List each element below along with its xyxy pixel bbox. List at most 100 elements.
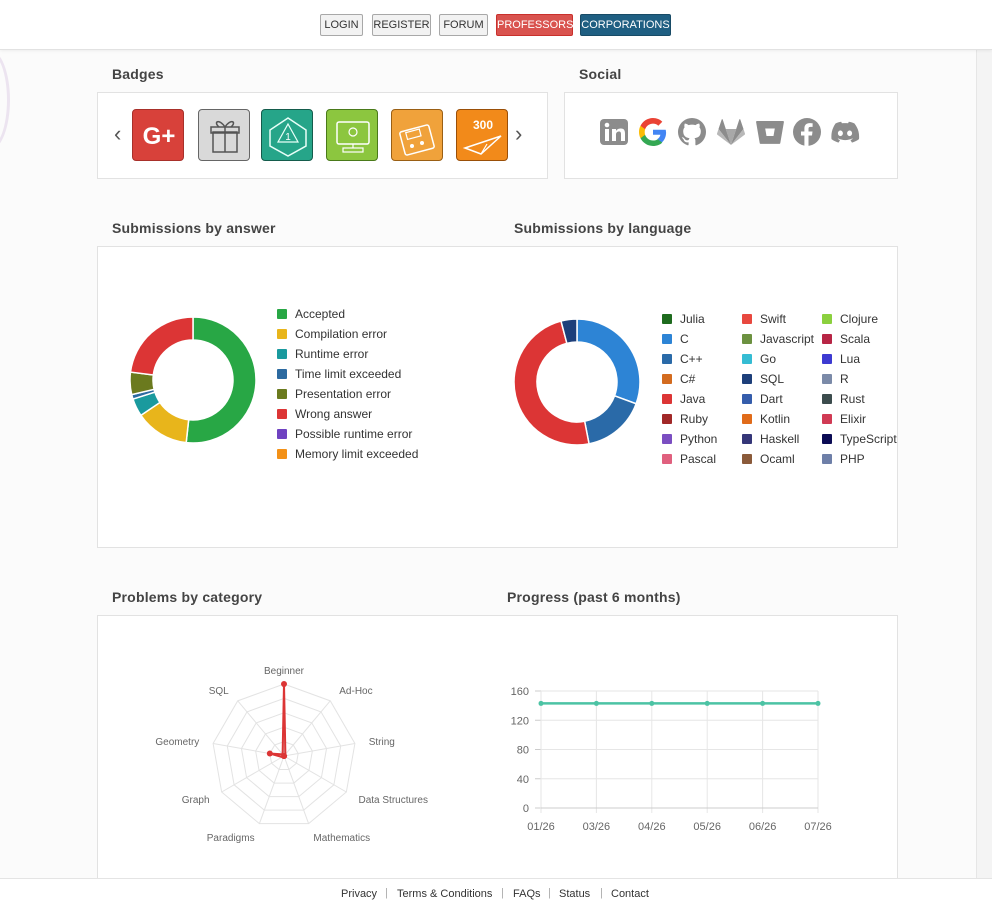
top-navbar: LOGIN REGISTER FORUM PROFESSORS CORPORAT… [0, 0, 992, 50]
radar-grid-ring [212, 683, 356, 825]
legend-swatch [662, 354, 672, 364]
dice-badge[interactable]: 1 [261, 109, 313, 161]
footer-terms-link[interactable]: Terms & Conditions [397, 888, 493, 900]
categories-radar-chart: Beginner Ad-Hoc String Data Structures Mathe… [155, 666, 428, 844]
progress-data-point[interactable] [760, 700, 766, 706]
languages-slice[interactable] [576, 318, 641, 405]
scrollbar-track[interactable] [976, 50, 992, 878]
professors-button[interactable]: PROFESSORS [496, 14, 573, 36]
legend-swatch [277, 389, 287, 399]
radar-data-point[interactable] [281, 681, 287, 687]
radar-axis [221, 755, 285, 793]
bottom-card: Beginner Ad-Hoc String Data Structures Mathe… [97, 615, 898, 878]
floppy-badge[interactable] [391, 109, 443, 161]
legend-swatch [822, 434, 832, 444]
legend-label: Time limit exceeded [295, 367, 402, 381]
legend-swatch [822, 454, 832, 464]
footer-faqs-link[interactable]: FAQs [513, 888, 541, 900]
legend-swatch [742, 374, 752, 384]
legend-label: Lua [840, 352, 861, 366]
legend-label: Rust [840, 392, 865, 406]
progress-data-point[interactable] [538, 700, 544, 706]
languages-slice[interactable] [583, 394, 638, 445]
facebook-icon[interactable] [792, 117, 822, 147]
radar-axis [283, 743, 355, 757]
legend-label: C# [680, 372, 696, 386]
x-tick-label: 05/26 [693, 821, 721, 833]
badge-0-text: G+ [143, 123, 176, 150]
legend-swatch [822, 314, 832, 324]
legend-swatch [822, 334, 832, 344]
register-button[interactable]: REGISTER [372, 14, 431, 36]
radar-axis [258, 755, 285, 824]
footer-privacy-link[interactable]: Privacy [341, 888, 378, 900]
forum-button[interactable]: FORUM [439, 14, 488, 36]
radar-axis-label: Geometry [155, 737, 199, 748]
languages-legend: Julia C C++ C# Java Ruby Python Pascal Swift Java… [662, 312, 897, 482]
legend-swatch [662, 414, 672, 424]
discord-icon[interactable] [830, 117, 860, 147]
gift-badge[interactable] [198, 109, 250, 161]
legend-label: TypeScript [840, 432, 897, 446]
legend-swatch [662, 394, 672, 404]
footer-separator: | [385, 887, 388, 899]
legend-label: Wrong answer [295, 407, 373, 421]
radar-grid-ring [255, 726, 313, 784]
github-icon[interactable] [677, 117, 707, 147]
answers-legend: Accepted Compilation error Runtime error Ti… [277, 307, 457, 477]
progress-data-point[interactable] [704, 700, 710, 706]
legend-swatch [662, 434, 672, 444]
legend-label: Runtime error [295, 347, 369, 361]
y-tick-label: 80 [517, 745, 529, 757]
legend-label: Javascript [760, 332, 815, 346]
legend-label: SQL [760, 372, 785, 386]
login-button[interactable]: LOGIN [320, 14, 363, 36]
radar-axis-label: Beginner [264, 666, 305, 677]
legend-label: Clojure [840, 312, 879, 326]
badge-5-text: 300 [473, 118, 493, 132]
footer-contact-link[interactable]: Contact [611, 888, 649, 900]
languages-donut-chart [513, 318, 641, 446]
legend-swatch [822, 354, 832, 364]
legend-swatch [277, 309, 287, 319]
legend-label: Kotlin [760, 412, 791, 426]
badges-prev-arrow[interactable]: ‹ [114, 121, 122, 146]
paper-plane-badge[interactable]: 300 [456, 109, 508, 161]
answers-slice[interactable] [185, 316, 257, 444]
legend-swatch [277, 429, 287, 439]
gitlab-icon[interactable] [716, 117, 746, 147]
progress-data-point[interactable] [649, 700, 655, 706]
legend-swatch [662, 334, 672, 344]
x-tick-label: 04/26 [638, 821, 666, 833]
footer-status-link[interactable]: Status [559, 888, 591, 900]
linkedin-icon[interactable] [599, 117, 629, 147]
progress-data-point[interactable] [815, 700, 821, 706]
progress-data-point[interactable] [593, 700, 599, 706]
languages-slice[interactable] [560, 318, 578, 345]
legend-label: Compilation error [295, 327, 388, 341]
radar-data-point[interactable] [266, 750, 273, 757]
google-plus-badge[interactable]: G+ [132, 109, 184, 161]
legend-label: Presentation error [295, 387, 392, 401]
corporations-button[interactable]: CORPORATIONS [580, 14, 671, 36]
social-title: Social [579, 66, 622, 82]
radar-axis-label: SQL [209, 686, 229, 697]
legend-swatch [277, 329, 287, 339]
legend-swatch [822, 414, 832, 424]
legend-swatch [277, 449, 287, 459]
legend-label: Ocaml [760, 452, 795, 466]
languages-slice[interactable] [513, 320, 590, 446]
x-tick-label: 01/26 [527, 821, 555, 833]
answers-title: Submissions by answer [112, 220, 276, 236]
radar-axis-label: String [369, 737, 395, 748]
answers-slice[interactable] [129, 316, 194, 376]
legend-swatch [662, 314, 672, 324]
footer: Privacy | Terms & Conditions | FAQs | St… [0, 878, 992, 908]
google-icon[interactable] [638, 117, 668, 147]
badges-next-arrow[interactable]: › [515, 121, 523, 146]
radar-axis-label: Ad-Hoc [339, 686, 372, 697]
answers-donut-chart [129, 316, 257, 444]
legend-label: Python [680, 432, 718, 446]
computer-badge[interactable] [326, 109, 378, 161]
bitbucket-icon[interactable] [755, 117, 785, 147]
